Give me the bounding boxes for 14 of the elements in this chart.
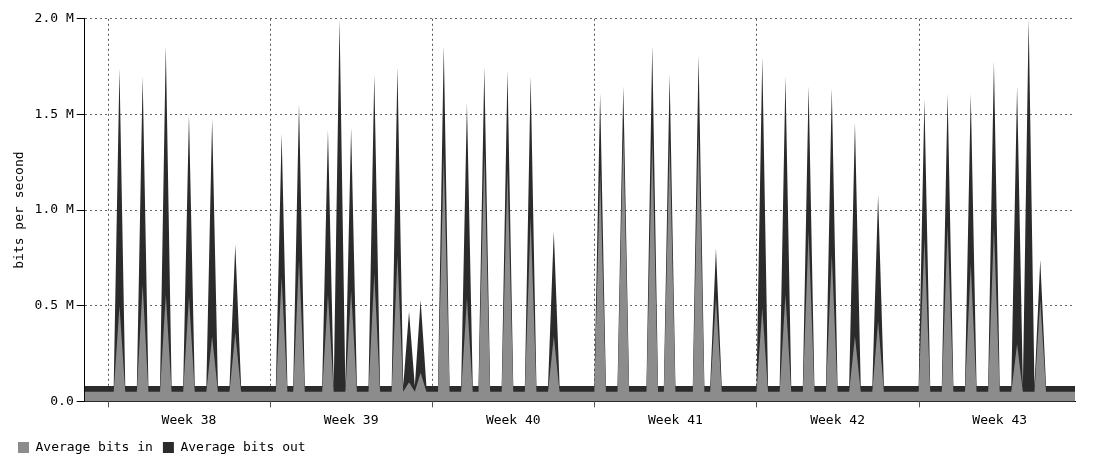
x-tick-label: Week 43 [972, 411, 1028, 427]
y-tick-label: 0.5 M [34, 297, 74, 313]
y-axis-title: bits per second [11, 151, 27, 269]
y-tick-label: 1.0 M [34, 201, 74, 217]
legend-label: Average bits in [35, 438, 153, 454]
y-tick-label: 2.0 M [34, 10, 74, 26]
x-tick-label: Week 39 [323, 411, 379, 427]
y-tick-label: 0.0 [50, 392, 74, 408]
x-tick-label: Week 42 [810, 411, 865, 427]
x-tick-label: Week 40 [485, 411, 541, 427]
y-tick-label: 1.5 M [34, 105, 74, 121]
x-tick-label: Week 38 [161, 411, 217, 427]
x-tick-label: Week 41 [648, 411, 703, 427]
legend-label: Average bits out [180, 438, 306, 454]
